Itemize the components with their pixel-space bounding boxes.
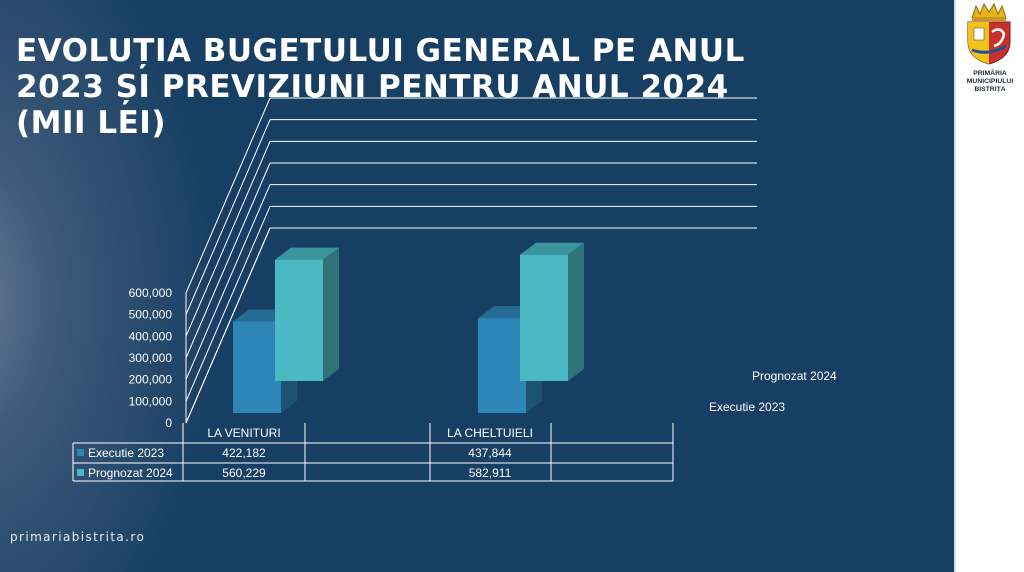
y-tick-label: 500,000 bbox=[129, 308, 173, 322]
gridline-depth-6 bbox=[185, 97, 271, 294]
bar bbox=[275, 259, 323, 381]
brand-line-1: PRIMĂRIA bbox=[973, 70, 1007, 77]
series-axis-label: Prognozat 2024 bbox=[752, 369, 837, 383]
title-line-3: (MII LEI) bbox=[16, 105, 167, 141]
y-tick-label: 100,000 bbox=[129, 394, 173, 408]
table-cell-value: 582,911 bbox=[469, 466, 512, 480]
category-label: LA CHELTUIELI bbox=[447, 426, 533, 440]
y-tick-label: 600,000 bbox=[129, 286, 173, 300]
legend-entry: Prognozat 2024 bbox=[88, 466, 173, 480]
city-coat-of-arms-icon bbox=[967, 2, 1011, 65]
y-tick-label: 0 bbox=[165, 416, 172, 430]
bar-side bbox=[323, 247, 339, 381]
title-line-2: 2023 ȘI PREVIZIUNI PENTRU ANUL 2024 bbox=[16, 69, 729, 105]
brand-line-2: MUNICIPIULUI bbox=[966, 78, 1014, 85]
category-label: LA VENITURI bbox=[207, 426, 280, 440]
page-title: EVOLUȚIA BUGETULUI GENERAL PE ANUL 2023 … bbox=[16, 33, 916, 141]
y-tick-label: 400,000 bbox=[129, 329, 173, 343]
bar-top bbox=[520, 242, 584, 255]
sidebar-divider bbox=[954, 0, 956, 572]
table-cell-value: 560,229 bbox=[222, 466, 266, 480]
bar-top bbox=[275, 247, 339, 260]
slide-background bbox=[0, 0, 954, 572]
legend-swatch bbox=[77, 449, 84, 456]
gridline-depth-2 bbox=[185, 184, 271, 380]
gridline-depth-1 bbox=[185, 206, 271, 402]
brand-label: PRIMĂRIA MUNICIPIULUI BISTRIȚA bbox=[956, 70, 1024, 94]
y-tick-label: 300,000 bbox=[129, 351, 173, 365]
bar bbox=[233, 321, 281, 413]
table-cell-value: 437,844 bbox=[468, 446, 512, 460]
legend-swatch bbox=[77, 469, 84, 476]
series-axis-label: Executie 2023 bbox=[709, 400, 785, 414]
footer-website[interactable]: primariabistrita.ro bbox=[10, 530, 146, 544]
budget-chart: 0 100,000 200,000 300,000 400,000 500,000 600,… bbox=[72, 97, 837, 482]
gridline-depth-3 bbox=[185, 162, 271, 359]
table-cell-value: 422,182 bbox=[222, 446, 266, 460]
gridline-depth-5 bbox=[185, 119, 271, 315]
bar bbox=[520, 254, 568, 381]
gridline-depth-0 bbox=[185, 227, 271, 424]
right-sidebar bbox=[954, 0, 1024, 572]
bar-side bbox=[568, 242, 584, 381]
gridline-depth-4 bbox=[185, 141, 271, 337]
title-line-1: EVOLUȚIA BUGETULUI GENERAL PE ANUL bbox=[16, 33, 745, 69]
legend-entry: Executie 2023 bbox=[88, 446, 164, 460]
y-tick-label: 200,000 bbox=[129, 373, 173, 387]
bar bbox=[478, 318, 526, 413]
brand-line-3: BISTRIȚA bbox=[974, 86, 1006, 93]
